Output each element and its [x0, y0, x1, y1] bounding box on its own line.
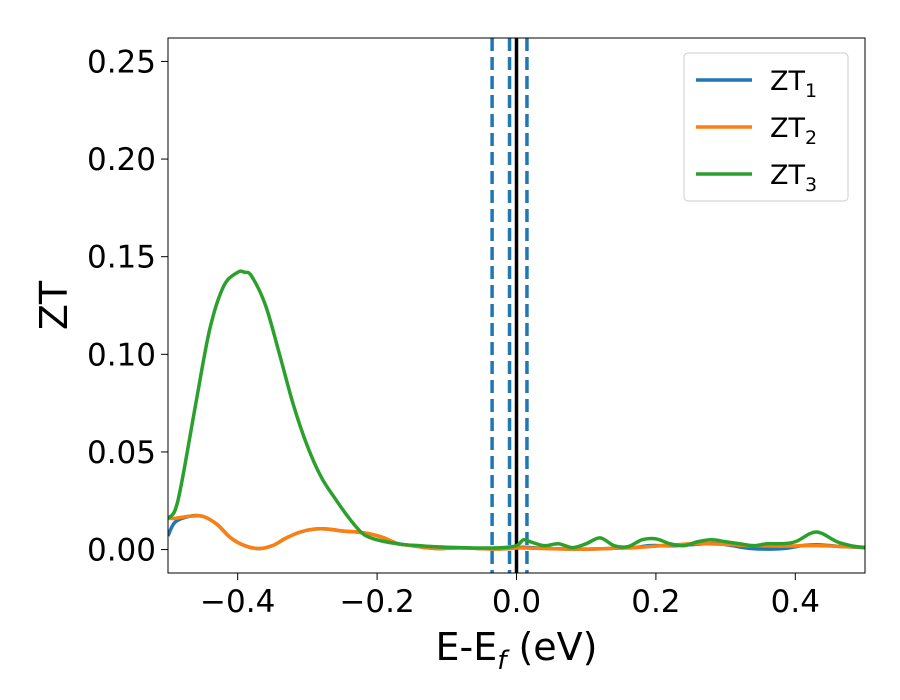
legend-label-zt2: ZT2 [770, 113, 817, 149]
y-tick-label: 0.10 [87, 337, 156, 373]
y-axis: 0.00 0.05 0.10 0.15 0.20 0.25 [87, 44, 168, 569]
y-tick-label: 0.00 [87, 533, 156, 569]
y-tick-label: 0.05 [87, 435, 156, 471]
x-tick-label: 0.4 [771, 584, 820, 620]
y-tick-label: 0.20 [87, 142, 156, 178]
series-line-zt3 [168, 269, 865, 550]
x-tick-label: −0.2 [339, 584, 414, 620]
y-tick-label: 0.25 [87, 44, 156, 80]
x-axis-label-main: E-E [436, 625, 498, 669]
x-axis-label-unit: (eV) [506, 625, 597, 669]
x-tick-label: −0.4 [200, 584, 275, 620]
series-lines [168, 269, 865, 551]
fermi-lines [490, 38, 529, 573]
x-axis: −0.4 −0.2 0.0 0.2 0.4 [200, 573, 820, 620]
legend-box [683, 52, 849, 202]
legend-label-zt1: ZT1 [770, 66, 817, 102]
x-tick-label: 0.2 [631, 584, 680, 620]
legend-label-zt3: ZT3 [770, 160, 817, 196]
legend: ZT1 ZT2 ZT3 [683, 52, 849, 202]
x-tick-label: 0.0 [492, 584, 541, 620]
y-tick-label: 0.15 [87, 240, 156, 276]
x-axis-label: E-Ef (eV) [436, 625, 598, 676]
y-axis-label: ZT [32, 280, 76, 330]
